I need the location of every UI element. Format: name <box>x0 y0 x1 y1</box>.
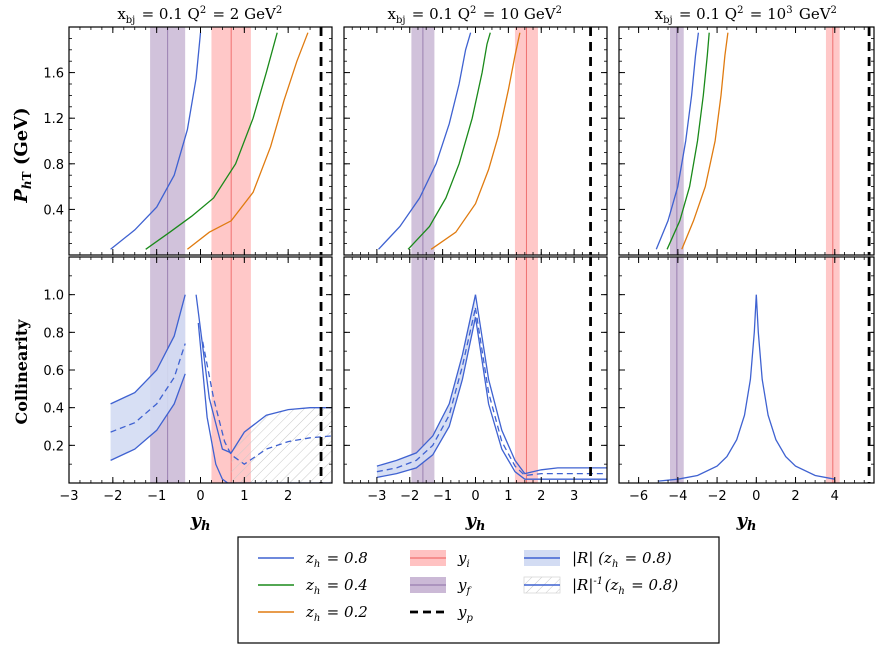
series-z08-line <box>658 294 835 482</box>
y-tick-label: 0.4 <box>43 203 64 218</box>
x-tick-label: −1 <box>433 489 452 504</box>
x-tick-label: −3 <box>59 489 78 504</box>
series-z04-line <box>145 32 278 250</box>
axes-frame <box>68 26 333 256</box>
legend: zh = 0.8 zh = 0.4 zh = 0.2 yi yf yp |R| (zh… <box>237 536 720 644</box>
series-z08-line <box>655 32 700 250</box>
panel-title: xbj = 0.1 Q2 = 10 GeV2 <box>388 5 564 26</box>
x-axis-label: yh <box>190 510 211 534</box>
legend-item-yi: yi <box>410 549 471 570</box>
r-band-lower <box>110 373 186 461</box>
legend-item-R: |R| (zh = 0.8) <box>524 549 672 570</box>
y-tick-label: 0.2 <box>43 439 64 454</box>
x-tick-label: 2 <box>284 489 292 504</box>
x-tick-label: −2 <box>400 489 419 504</box>
legend-item-yp: yp <box>410 603 474 624</box>
legend-label: yi <box>457 549 471 570</box>
panel-title: xbj = 0.1 Q2 = 2 GeV2 <box>117 5 283 26</box>
x-tick-label: 0 <box>196 489 204 504</box>
r-band-lower <box>376 317 477 479</box>
y-tick-label: 1.0 <box>43 289 64 304</box>
rinv-dashed <box>474 307 607 477</box>
y-axis-label-bottom: Collinearity <box>12 319 31 425</box>
y-tick-label: 0.8 <box>43 326 64 341</box>
y-tick-label: 1.2 <box>43 112 64 127</box>
rinv-upper <box>474 294 607 475</box>
rinv-lower <box>474 317 607 480</box>
legend-label: zh = 0.8 <box>305 549 368 570</box>
legend-label: yp <box>457 603 474 624</box>
x-tick-label: 4 <box>831 489 839 504</box>
r-band-upper <box>110 294 186 405</box>
r-band <box>110 294 186 461</box>
legend-item-Rinv: |R|-1 (zh = 0.8) <box>523 576 678 597</box>
x-tick-label: 2 <box>791 489 799 504</box>
y-axis-label-top: PhT (GeV) <box>11 107 34 203</box>
legend-item-z02: zh = 0.2 <box>258 603 368 624</box>
rinv-upper <box>195 294 332 454</box>
legend-label: yf <box>457 576 472 597</box>
legend-label: |R| (zh = 0.8) <box>572 549 672 570</box>
legend-item-z04: zh = 0.4 <box>258 576 368 597</box>
series-z02-line <box>681 32 729 250</box>
rinv-hatch <box>231 407 332 483</box>
x-tick-label: −3 <box>367 489 386 504</box>
series-z08-line <box>110 32 202 250</box>
rinv-lower <box>197 322 332 483</box>
series-z02-line <box>186 32 309 250</box>
panel-title: xbj = 0.1 Q2 = 103 GeV2 <box>655 5 839 26</box>
r-dashed <box>376 307 477 473</box>
x-tick-label: 2 <box>537 489 545 504</box>
y-tick-label: 0.4 <box>43 402 64 417</box>
legend-label: zh = 0.4 <box>305 576 368 597</box>
x-tick-label: −4 <box>668 489 687 504</box>
y-tick-label: 0.6 <box>43 364 64 379</box>
x-tick-label: 1 <box>240 489 248 504</box>
axes-frame <box>343 26 608 256</box>
x-tick-label: 3 <box>570 489 578 504</box>
legend-item-z08: zh = 0.8 <box>258 549 368 570</box>
panel-bottom-right: −6 −4 −2 0 2 4 yh <box>618 256 875 534</box>
x-tick-label: 0 <box>471 489 479 504</box>
series-z04-line <box>407 32 491 250</box>
r-dashed <box>110 343 186 433</box>
legend-item-yf: yf <box>410 576 472 597</box>
r-band <box>376 294 476 478</box>
legend-label: |R|-1 (zh = 0.8) <box>572 576 678 597</box>
series-z04-line <box>666 32 710 250</box>
series-z02-line <box>430 32 521 250</box>
rinv-dashed <box>202 341 332 465</box>
x-tick-label: 1 <box>504 489 512 504</box>
panel-top-middle: xbj = 0.1 Q2 = 10 GeV2 <box>343 5 608 256</box>
panel-top-right: xbj = 0.1 Q2 = 103 GeV2 <box>618 5 875 256</box>
x-tick-label: −2 <box>707 489 726 504</box>
panel-top-left: 0.4 0.8 1.2 1.6 xbj = 0.1 Q2 = 2 GeV2 <box>43 5 333 256</box>
y-tick-label: 1.6 <box>43 67 64 82</box>
x-tick-label: −6 <box>629 489 648 504</box>
legend-label: zh = 0.2 <box>305 603 368 624</box>
legend-frame <box>237 536 720 644</box>
r-band-upper <box>376 294 477 467</box>
x-tick-label: 0 <box>752 489 760 504</box>
x-axis-label: yh <box>736 510 757 534</box>
x-axis-label: yh <box>465 510 486 534</box>
panel-bottom-middle: −3 −2 −1 0 1 2 3 yh <box>343 256 608 534</box>
x-tick-label: −2 <box>103 489 122 504</box>
series-z08-line <box>378 32 472 250</box>
y-tick-label: 0.8 <box>43 158 64 173</box>
panel-bottom-left: −3 −2 −1 0 1 2 0.2 0.4 0.6 0.8 1.0 yh <box>43 256 333 534</box>
x-tick-label: −1 <box>147 489 166 504</box>
axes-frame <box>343 256 608 484</box>
